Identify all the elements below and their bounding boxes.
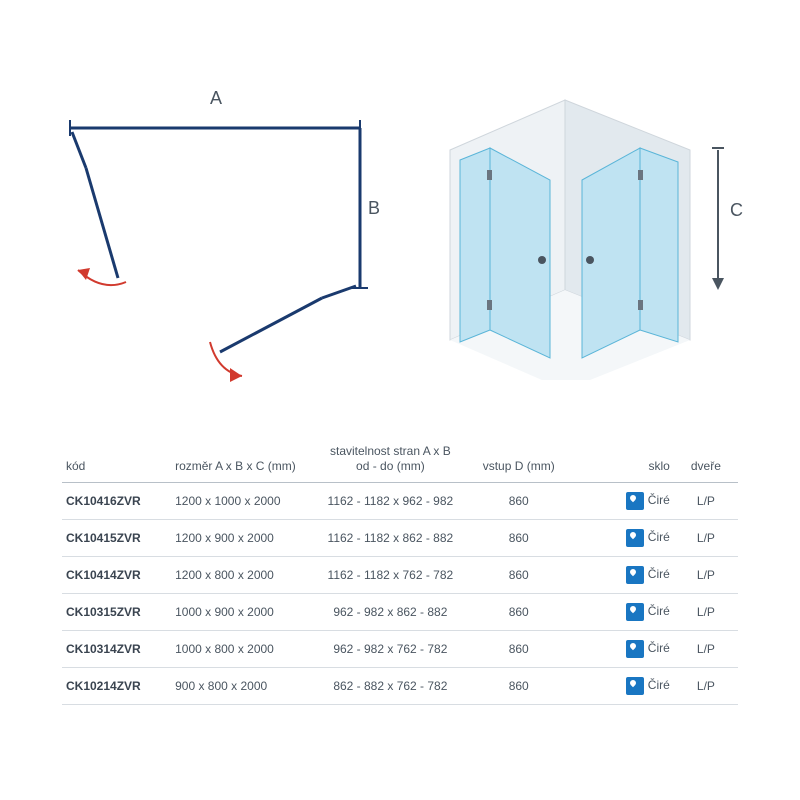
cell-kod: CK10314ZVR xyxy=(62,631,171,668)
cell-kod: CK10214ZVR xyxy=(62,668,171,705)
cell-kod: CK10315ZVR xyxy=(62,594,171,631)
sklo-text: Čiré xyxy=(648,567,670,581)
cell-sklo: Čiré xyxy=(567,520,674,557)
th-sklo: sklo xyxy=(567,438,674,483)
cell-stav: 962 - 982 x 762 - 782 xyxy=(310,631,470,668)
cell-kod: CK10416ZVR xyxy=(62,483,171,520)
cell-sklo: Čiré xyxy=(567,557,674,594)
table-row: CK10214ZVR900 x 800 x 2000862 - 882 x 76… xyxy=(62,668,738,705)
cell-vstup: 860 xyxy=(471,557,567,594)
cell-kod: CK10415ZVR xyxy=(62,520,171,557)
sklo-text: Čiré xyxy=(648,530,670,544)
cell-sklo: Čiré xyxy=(567,668,674,705)
cell-vstup: 860 xyxy=(471,594,567,631)
cell-dvere: L/P xyxy=(674,557,738,594)
cell-stav: 1162 - 1182 x 862 - 882 xyxy=(310,520,470,557)
cell-rozmer: 1000 x 800 x 2000 xyxy=(171,631,310,668)
cell-dvere: L/P xyxy=(674,483,738,520)
sklo-text: Čiré xyxy=(648,493,670,507)
cell-vstup: 860 xyxy=(471,631,567,668)
cell-stav: 1162 - 1182 x 762 - 782 xyxy=(310,557,470,594)
th-kod: kód xyxy=(62,438,171,483)
cell-sklo: Čiré xyxy=(567,631,674,668)
table-row: CK10416ZVR1200 x 1000 x 20001162 - 1182 … xyxy=(62,483,738,520)
th-stav-line2: od - do (mm) xyxy=(356,459,425,473)
cell-vstup: 860 xyxy=(471,483,567,520)
cell-rozmer: 1000 x 900 x 2000 xyxy=(171,594,310,631)
cell-rozmer: 1200 x 800 x 2000 xyxy=(171,557,310,594)
cell-rozmer: 900 x 800 x 2000 xyxy=(171,668,310,705)
table-body: CK10416ZVR1200 x 1000 x 20001162 - 1182 … xyxy=(62,483,738,705)
cell-dvere: L/P xyxy=(674,631,738,668)
cell-vstup: 860 xyxy=(471,520,567,557)
iso-svg xyxy=(430,90,760,380)
th-rozmer: rozměr A x B x C (mm) xyxy=(171,438,310,483)
table-row: CK10315ZVR1000 x 900 x 2000962 - 982 x 8… xyxy=(62,594,738,631)
dim-label-c: C xyxy=(730,200,743,221)
cell-stav: 862 - 882 x 762 - 782 xyxy=(310,668,470,705)
sklo-text: Čiré xyxy=(648,678,670,692)
cell-rozmer: 1200 x 900 x 2000 xyxy=(171,520,310,557)
table-row: CK10414ZVR1200 x 800 x 20001162 - 1182 x… xyxy=(62,557,738,594)
table-row: CK10415ZVR1200 x 900 x 20001162 - 1182 x… xyxy=(62,520,738,557)
easyclean-icon xyxy=(626,529,644,547)
cell-kod: CK10414ZVR xyxy=(62,557,171,594)
cell-dvere: L/P xyxy=(674,668,738,705)
th-dvere: dveře xyxy=(674,438,738,483)
sklo-text: Čiré xyxy=(648,641,670,655)
cell-sklo: Čiré xyxy=(567,483,674,520)
th-stav: stavitelnost stran A x B od - do (mm) xyxy=(310,438,470,483)
sklo-text: Čiré xyxy=(648,604,670,618)
th-stav-line1: stavitelnost stran A x B xyxy=(330,444,451,458)
easyclean-icon xyxy=(626,603,644,621)
easyclean-icon xyxy=(626,492,644,510)
table-header-row: kód rozměr A x B x C (mm) stavitelnost s… xyxy=(62,438,738,483)
easyclean-icon xyxy=(626,677,644,695)
easyclean-icon xyxy=(626,640,644,658)
cell-stav: 1162 - 1182 x 962 - 982 xyxy=(310,483,470,520)
cell-rozmer: 1200 x 1000 x 2000 xyxy=(171,483,310,520)
cell-stav: 962 - 982 x 862 - 882 xyxy=(310,594,470,631)
cell-sklo: Čiré xyxy=(567,594,674,631)
cell-vstup: 860 xyxy=(471,668,567,705)
diagrams-area: A B C xyxy=(0,0,800,410)
table-row: CK10314ZVR1000 x 800 x 2000962 - 982 x 7… xyxy=(62,631,738,668)
spec-table-wrap: kód rozměr A x B x C (mm) stavitelnost s… xyxy=(62,438,738,705)
iso-diagram: C xyxy=(430,90,760,380)
dim-label-b: B xyxy=(368,198,380,219)
th-vstup: vstup D (mm) xyxy=(471,438,567,483)
plan-diagram: A B xyxy=(60,110,380,390)
plan-svg xyxy=(60,110,380,390)
spec-table: kód rozměr A x B x C (mm) stavitelnost s… xyxy=(62,438,738,705)
cell-dvere: L/P xyxy=(674,594,738,631)
cell-dvere: L/P xyxy=(674,520,738,557)
dim-label-a: A xyxy=(210,88,222,109)
easyclean-icon xyxy=(626,566,644,584)
